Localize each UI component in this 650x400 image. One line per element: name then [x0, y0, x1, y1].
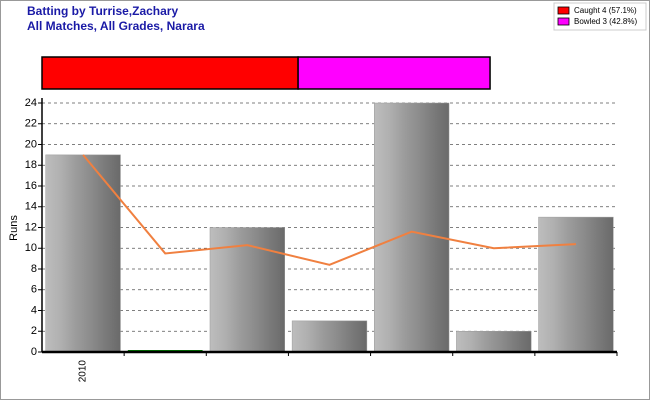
y-tick-label: 12	[25, 221, 37, 233]
y-tick-label: 22	[25, 118, 37, 130]
y-tick-label: 0	[31, 346, 37, 358]
bar	[45, 154, 121, 353]
y-tick-label: 4	[31, 304, 37, 316]
y-tick-label: 10	[25, 242, 37, 254]
y-tick-label: 8	[31, 263, 37, 275]
bar	[456, 331, 532, 353]
y-tick-label: 6	[31, 284, 37, 296]
bar	[209, 227, 285, 353]
legend-swatch	[557, 6, 570, 15]
chart-title: Batting by Turrise,Zachary	[27, 4, 178, 18]
legend-label: Caught 4 (57.1%)	[574, 6, 637, 15]
y-tick-label: 14	[25, 201, 37, 213]
chart-subtitle: All Matches, All Grades, Narara	[27, 19, 205, 33]
x-tick-label: 2010	[78, 360, 89, 383]
y-tick-label: 18	[25, 159, 37, 171]
y-axis-label: Runs	[8, 215, 20, 241]
y-tick-label: 24	[25, 97, 37, 109]
legend-label: Bowled 3 (42.8%)	[574, 17, 637, 26]
bar	[538, 216, 614, 353]
bar	[291, 320, 368, 353]
line-series	[82, 154, 576, 266]
proportion-segment	[41, 56, 299, 90]
bar	[374, 102, 450, 353]
y-tick-label: 16	[25, 180, 37, 192]
legend-swatch	[557, 17, 570, 26]
y-tick-label: 2	[31, 325, 37, 337]
proportion-segment	[297, 56, 491, 90]
y-tick-label: 20	[25, 138, 37, 150]
